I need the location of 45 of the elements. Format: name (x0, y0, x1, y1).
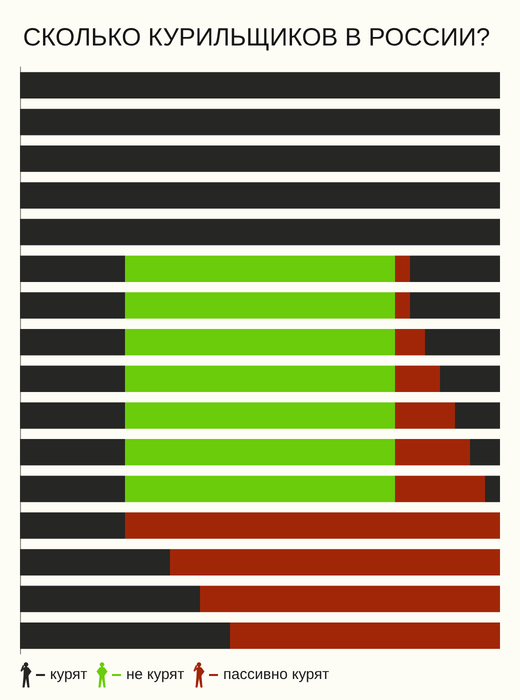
legend-label: курят (50, 666, 88, 684)
bar (170, 549, 500, 576)
bar (410, 292, 500, 319)
bar (125, 512, 500, 539)
bar (20, 586, 200, 612)
chart-title: СКОЛЬКО КУРИЛЬЩИКОВ В РОССИИ? (23, 24, 490, 52)
bar (395, 476, 485, 502)
bar (20, 328, 125, 356)
bar (230, 622, 500, 649)
bar (20, 366, 125, 392)
bar (125, 256, 395, 282)
bar (125, 292, 395, 319)
bar (470, 439, 500, 466)
bar (485, 476, 500, 502)
bar (125, 476, 395, 502)
bar (425, 328, 500, 356)
bar (125, 439, 395, 466)
bar (20, 292, 125, 319)
bar (395, 328, 425, 356)
bar (20, 146, 500, 172)
bar (125, 328, 395, 356)
bar (395, 292, 410, 319)
legend-label: пассивно курят (223, 666, 330, 684)
bar (20, 476, 125, 502)
bar (395, 256, 410, 282)
bar (20, 182, 500, 209)
bar (20, 622, 230, 649)
bar (20, 256, 125, 282)
bar (410, 256, 500, 282)
bar (455, 402, 500, 429)
bar (20, 439, 125, 466)
bar (200, 586, 500, 612)
legend-label: не курят (126, 666, 184, 684)
bar (395, 366, 440, 392)
bar (440, 366, 500, 392)
bar (20, 549, 170, 576)
bar (395, 402, 455, 429)
bar (125, 366, 395, 392)
bar (20, 72, 500, 99)
bar (125, 402, 395, 429)
bar (20, 218, 500, 246)
bar (20, 108, 500, 136)
bar (20, 402, 125, 429)
bar (20, 512, 125, 539)
bar (395, 439, 470, 466)
